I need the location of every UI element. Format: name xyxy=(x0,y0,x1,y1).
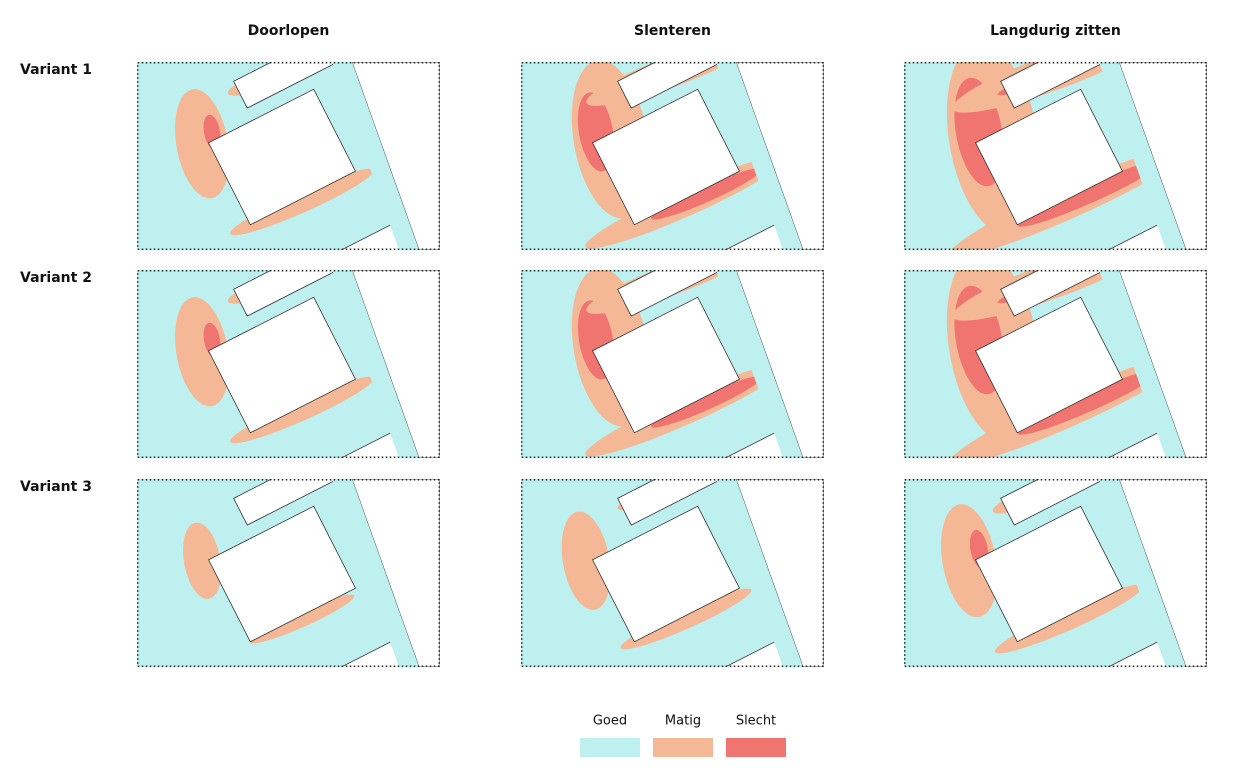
building xyxy=(208,296,356,434)
building xyxy=(592,88,740,226)
building xyxy=(975,88,1123,226)
walkway xyxy=(332,62,419,250)
building xyxy=(1000,270,1104,317)
building xyxy=(975,505,1123,643)
row-label: Variant 1 xyxy=(20,62,92,78)
comfort-zone-moderate xyxy=(561,511,611,610)
map-panel xyxy=(137,270,440,458)
building xyxy=(1000,62,1104,109)
row-label: Variant 2 xyxy=(20,270,92,286)
building xyxy=(233,270,337,317)
building xyxy=(735,479,824,667)
legend-swatch xyxy=(726,738,786,757)
column-header: Doorlopen xyxy=(248,23,330,39)
comfort-zone-moderate xyxy=(994,584,1144,654)
legend-label: Matig xyxy=(665,714,701,729)
walkway xyxy=(1099,270,1186,458)
building xyxy=(735,62,824,250)
walkway xyxy=(332,270,419,458)
map-panel xyxy=(904,270,1207,458)
building xyxy=(592,505,740,643)
map-panel xyxy=(904,479,1207,667)
comfort-zone-moderate xyxy=(620,588,752,650)
legend-label: Slecht xyxy=(736,714,776,729)
comfort-zone-moderate xyxy=(941,504,998,618)
map-panel xyxy=(137,62,440,250)
building xyxy=(617,62,721,109)
comfort-zone-poor xyxy=(651,376,761,428)
map-panel xyxy=(521,270,824,458)
map-panel xyxy=(521,479,824,667)
legend-label: Goed xyxy=(593,714,627,729)
comfort-zone-poor xyxy=(1017,369,1161,435)
legend-swatch xyxy=(580,738,640,757)
map-panel xyxy=(904,62,1207,250)
building xyxy=(617,479,721,526)
map-panel xyxy=(137,479,440,667)
building xyxy=(735,270,824,458)
legend-swatch xyxy=(653,738,713,757)
walkway xyxy=(332,479,419,667)
walkway xyxy=(716,479,803,667)
comfort-zone-poor xyxy=(651,168,761,220)
walkway xyxy=(716,270,803,458)
comfort-zone-moderate xyxy=(249,594,355,644)
comfort-zone-poor xyxy=(1017,161,1161,227)
comfort-zone-moderate xyxy=(230,168,374,236)
row-label: Variant 3 xyxy=(20,479,92,495)
building xyxy=(233,62,337,109)
building xyxy=(208,88,356,226)
comfort-zone-moderate xyxy=(230,376,374,444)
comfort-zone-moderate xyxy=(175,89,230,199)
column-header: Langdurig zitten xyxy=(990,23,1121,39)
building xyxy=(233,479,337,526)
building xyxy=(592,296,740,434)
comfort-zone-moderate xyxy=(183,522,222,599)
column-header: Slenteren xyxy=(634,23,711,39)
building xyxy=(975,296,1123,434)
walkway xyxy=(1099,479,1186,667)
building xyxy=(617,270,721,317)
comfort-zone-moderate xyxy=(175,297,230,407)
building xyxy=(1000,479,1104,526)
walkway xyxy=(716,62,803,250)
map-panel xyxy=(521,62,824,250)
building xyxy=(208,505,356,643)
walkway xyxy=(1099,62,1186,250)
